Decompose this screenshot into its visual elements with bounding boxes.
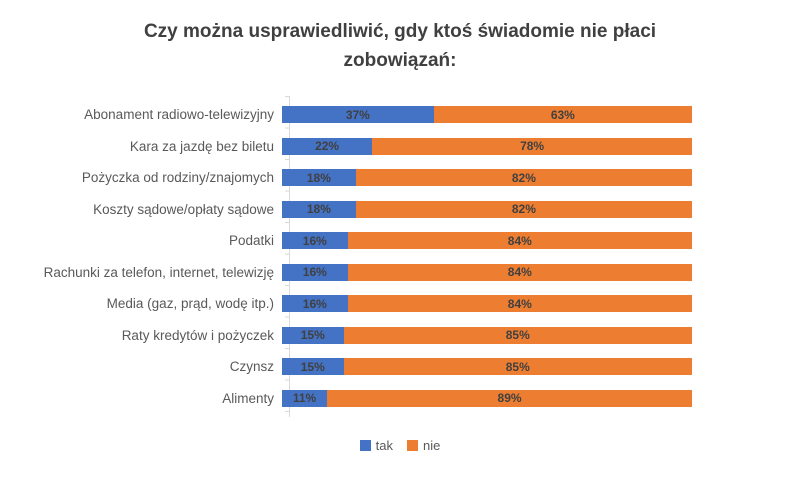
value-label-nie: 82% [511,170,536,185]
chart-row: Kara za jazdę bez biletu 22% 78% [0,131,800,163]
chart-row: Pożyczka od rodziny/znajomych 18% 82% [0,162,800,194]
legend-item-nie: nie [406,438,441,453]
bar-segment-nie: 84% [347,263,692,281]
bar-segment-nie: 78% [372,137,692,155]
value-label-nie: 85% [505,328,530,343]
bar-track: 16% 84% [282,263,692,281]
chart-row: Koszty sądowe/opłaty sądowe 18% 82% [0,194,800,226]
value-label-nie: 84% [507,296,532,311]
bar-segment-tak: 18% [282,200,356,218]
bar-segment-nie: 85% [343,326,692,344]
value-label-tak: 18% [306,202,331,217]
bar-track: 15% 85% [282,358,692,376]
value-label-tak: 22% [315,139,340,154]
value-label-nie: 89% [497,391,522,406]
category-label: Raty kredytów i pożyczek [121,327,274,343]
bar-segment-nie: 82% [355,200,692,218]
bar-segment-nie: 89% [327,389,692,407]
value-label-tak: 37% [345,107,370,122]
bar-track: 11% 89% [282,389,692,407]
bar-track: 22% 78% [282,137,692,155]
legend-label-nie: nie [422,438,441,453]
bar-segment-tak: 16% [282,263,348,281]
chart-row: Abonament radiowo-telewizyjny 37% 63% [0,99,800,131]
category-label: Media (gaz, prąd, wodę itp.) [106,296,274,312]
category-label: Podatki [228,233,274,249]
value-label-nie: 78% [520,139,545,154]
bar-segment-nie: 85% [343,358,692,376]
y-axis-line [289,96,290,417]
bar-segment-tak: 15% [282,326,344,344]
category-label: Pożyczka od rodziny/znajomych [81,170,274,186]
bar-track: 18% 82% [282,169,692,187]
chart-row: Alimenty 11% 89% [0,383,800,415]
bar-track: 15% 85% [282,326,692,344]
legend-swatch-nie-icon [406,440,418,451]
bar-segment-tak: 15% [282,358,344,376]
legend-label-tak: tak [375,438,393,453]
legend: tak nie [0,438,800,453]
chart-title: Czy można usprawiedliwić, gdy ktoś świad… [143,21,657,72]
bar-segment-tak: 22% [282,137,373,155]
bar-segment-tak: 16% [282,232,348,250]
bar-segment-tak: 37% [282,106,434,124]
bar-segment-tak: 11% [282,389,328,407]
chart-row: Rachunki za telefon, internet, telewizję… [0,257,800,289]
value-label-nie: 84% [507,233,532,248]
legend-swatch-tak-icon [359,440,371,451]
legend-item-tak: tak [359,438,393,453]
category-label: Kara za jazdę bez biletu [129,138,274,154]
value-label-nie: 82% [511,202,536,217]
bar-segment-nie: 63% [433,106,692,124]
bar-track: 16% 84% [282,295,692,313]
value-label-nie: 85% [505,359,530,374]
value-label-nie: 84% [507,265,532,280]
category-label: Alimenty [222,390,274,406]
value-label-tak: 16% [302,296,327,311]
bar-track: 37% 63% [282,106,692,124]
value-label-tak: 16% [302,265,327,280]
value-label-tak: 15% [300,328,325,343]
chart-row: Raty kredytów i pożyczek 15% 85% [0,320,800,352]
bar-rows: Abonament radiowo-telewizyjny 37% 63% Ka… [0,99,800,414]
value-label-tak: 15% [300,359,325,374]
bar-segment-tak: 16% [282,295,348,313]
plot-area: Abonament radiowo-telewizyjny 37% 63% Ka… [0,96,800,418]
y-axis-ticks [285,96,289,418]
bar-track: 16% 84% [282,232,692,250]
chart-row: Podatki 16% 84% [0,225,800,257]
category-label: Koszty sądowe/opłaty sądowe [93,201,274,217]
value-label-tak: 16% [302,233,327,248]
bar-segment-nie: 84% [347,232,692,250]
bar-segment-tak: 18% [282,169,356,187]
chart-row: Czynsz 15% 85% [0,351,800,383]
bar-segment-nie: 84% [347,295,692,313]
bar-track: 18% 82% [282,200,692,218]
chart-row: Media (gaz, prąd, wodę itp.) 16% 84% [0,288,800,320]
value-label-tak: 11% [292,391,317,406]
category-label: Abonament radiowo-telewizyjny [84,107,274,123]
value-label-nie: 63% [550,107,575,122]
category-label: Rachunki za telefon, internet, telewizję [43,264,274,280]
category-label: Czynsz [229,359,274,375]
bar-segment-nie: 82% [355,169,692,187]
value-label-tak: 18% [306,170,331,185]
